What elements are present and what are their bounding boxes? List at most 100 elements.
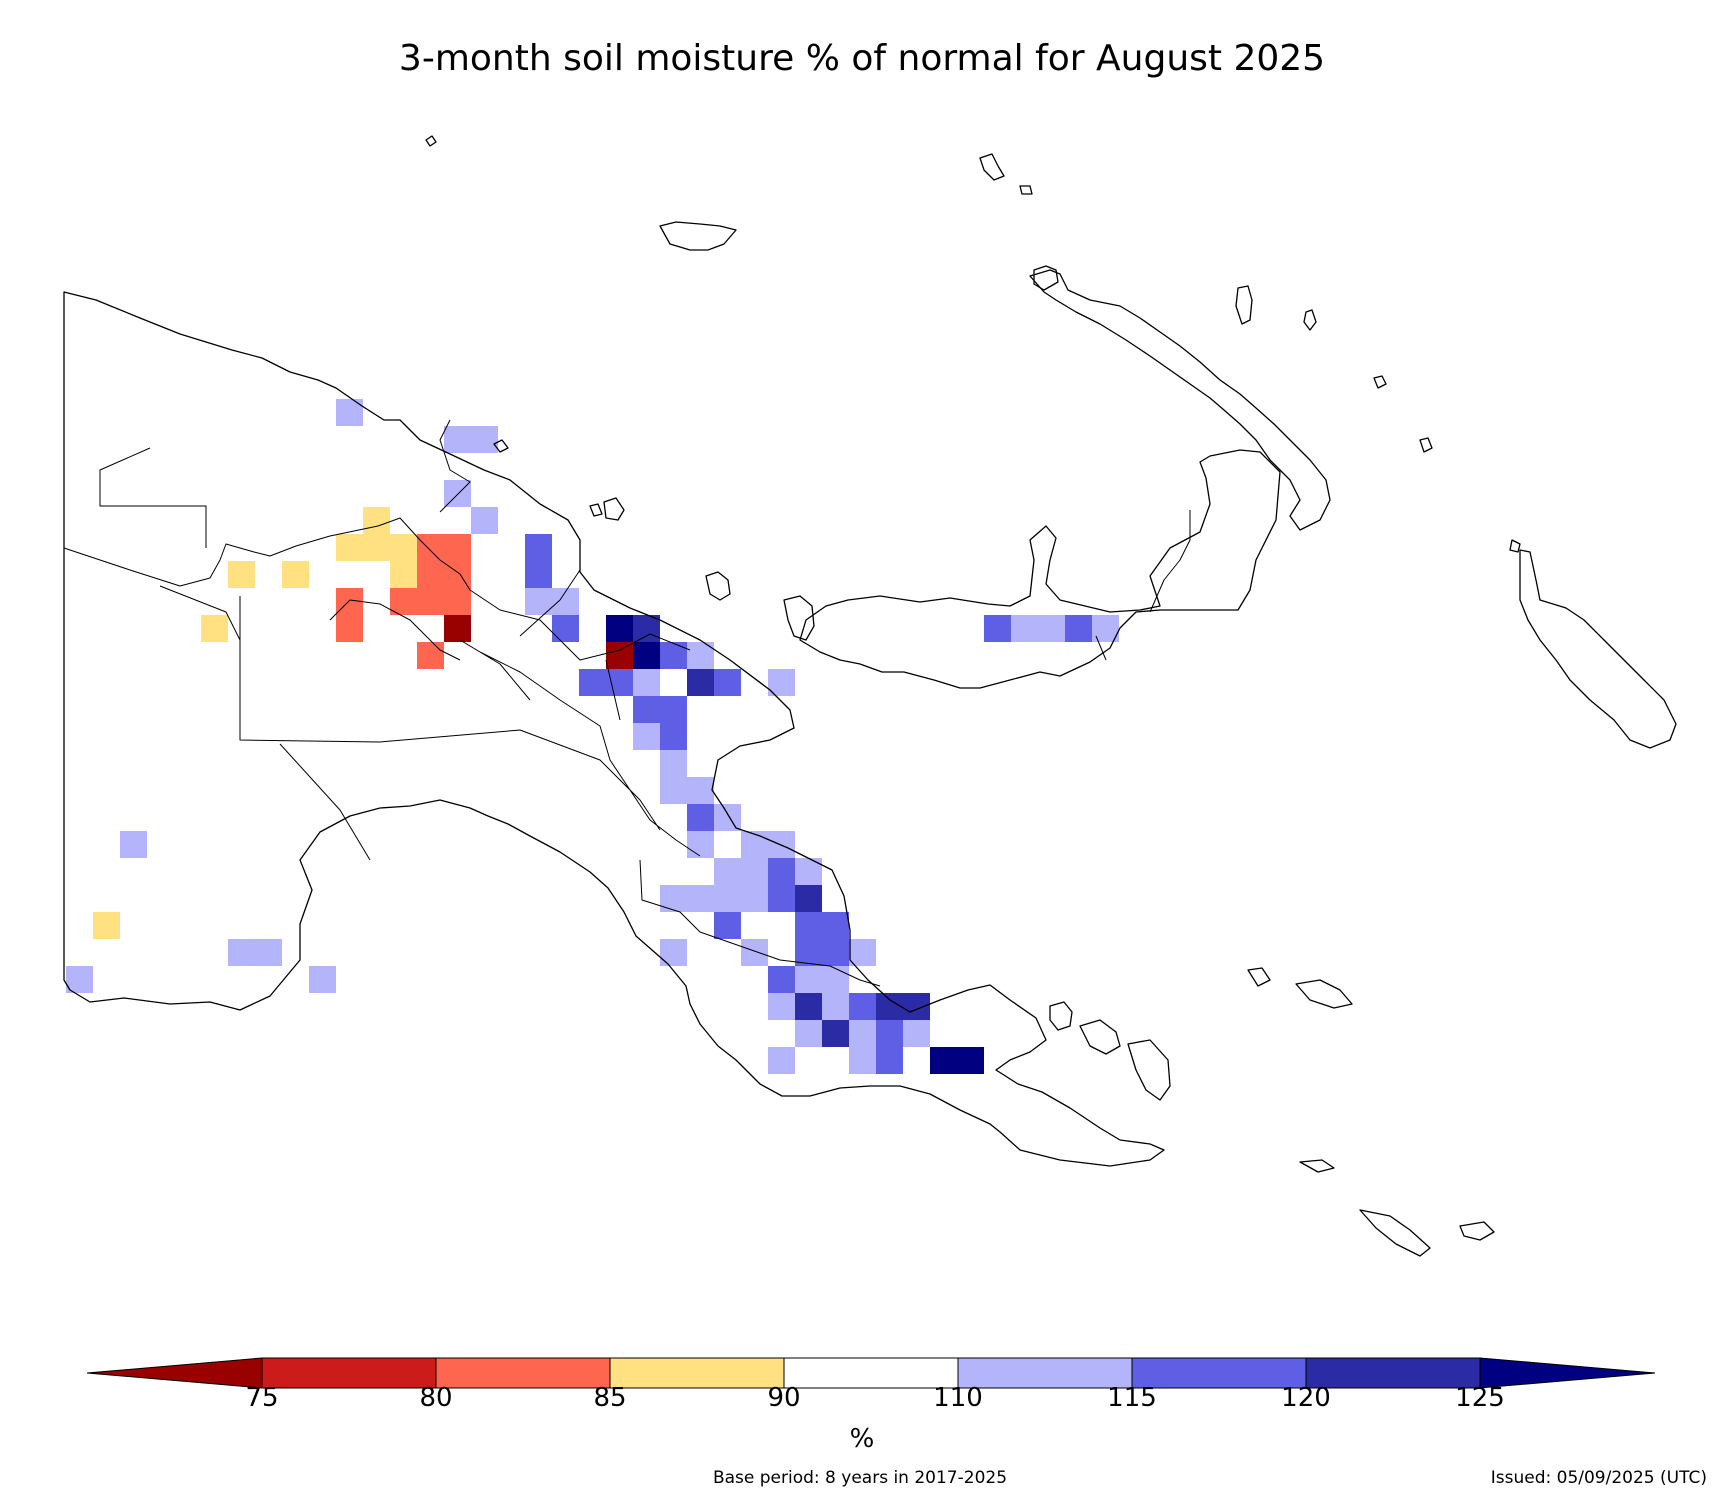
- grid-cell: [201, 615, 228, 642]
- colorbar-unit-label: %: [849, 1424, 875, 1454]
- grid-cell: [471, 426, 498, 453]
- grid-cell: [741, 831, 768, 858]
- colorbar-tick-80: 80: [419, 1383, 453, 1413]
- grid-cell: [606, 615, 633, 642]
- grid-cell: [849, 993, 876, 1020]
- grid-cell: [822, 1020, 849, 1047]
- grid-cell: [714, 858, 741, 885]
- grid-cell: [1065, 615, 1092, 642]
- grid-cell: [876, 993, 903, 1020]
- grid-cell: [930, 1047, 957, 1074]
- grid-cell: [417, 588, 444, 615]
- grid-cell: [336, 399, 363, 426]
- grid-cell: [1038, 615, 1065, 642]
- new-britain-outline: [799, 449, 1281, 689]
- grid-cell: [714, 804, 741, 831]
- grid-cell: [741, 885, 768, 912]
- grid-cell: [660, 696, 687, 723]
- grid-cell: [660, 723, 687, 750]
- colorbar: [86, 1357, 1656, 1389]
- colorbar-bins: [261, 1357, 1481, 1389]
- grid-cell: [849, 1047, 876, 1074]
- colorbar-extend-high: [1479, 1357, 1656, 1389]
- rossel-outline: [1459, 1221, 1495, 1241]
- mainland-outline: [63, 291, 1165, 1167]
- grid-cell: [579, 669, 606, 696]
- grid-cell: [633, 696, 660, 723]
- colorbar-bin: [435, 1357, 611, 1389]
- grid-cell: [444, 480, 471, 507]
- grid-cell: [687, 669, 714, 696]
- grid-cell: [363, 534, 390, 561]
- grid-cell: [903, 1020, 930, 1047]
- grid-cell: [687, 777, 714, 804]
- grid-cell: [66, 966, 93, 993]
- grid-cell: [633, 615, 660, 642]
- sudest-outline: [1359, 1209, 1431, 1257]
- grid-cell: [795, 858, 822, 885]
- emirau-outline: [1019, 185, 1033, 195]
- grid-cell: [633, 669, 660, 696]
- grid-cell: [768, 966, 795, 993]
- new-britain-boundary: [1095, 510, 1191, 661]
- karkar-outline: [603, 497, 625, 521]
- grid-cell: [444, 615, 471, 642]
- grid-cell: [525, 561, 552, 588]
- grid-cell: [768, 858, 795, 885]
- colorbar-bin: [1305, 1357, 1481, 1389]
- mussau-outline: [979, 153, 1005, 181]
- grid-cell: [795, 939, 822, 966]
- grid-cell: [633, 723, 660, 750]
- new-hanover-outline: [1033, 265, 1059, 291]
- grid-cell: [795, 993, 822, 1020]
- grid-cell: [768, 831, 795, 858]
- lihir-outline: [1235, 285, 1253, 325]
- grid-cell: [417, 561, 444, 588]
- long-island-outline: [705, 571, 731, 601]
- grid-cell: [714, 912, 741, 939]
- grid-cell: [552, 615, 579, 642]
- grid-cell: [606, 669, 633, 696]
- grid-cell: [417, 534, 444, 561]
- grid-cell: [309, 966, 336, 993]
- woodlark-outline: [1295, 979, 1353, 1009]
- bougainville-outline: [1519, 549, 1677, 749]
- province-boundaries: [63, 419, 881, 987]
- grid-cell: [120, 831, 147, 858]
- grid-cell: [660, 777, 687, 804]
- colorbar-tick-90: 90: [767, 1383, 801, 1413]
- colorbar-tick-125: 125: [1455, 1383, 1505, 1413]
- grid-cell: [768, 885, 795, 912]
- grid-cell: [444, 534, 471, 561]
- map-title: 3-month soil moisture % of normal for Au…: [398, 38, 1326, 79]
- umboi-outline: [783, 595, 815, 641]
- buka-outline: [1509, 539, 1521, 553]
- grid-cell: [714, 669, 741, 696]
- grid-cell: [768, 993, 795, 1020]
- grid-cell: [822, 912, 849, 939]
- grid-cell: [606, 642, 633, 669]
- grid-cell: [768, 669, 795, 696]
- grid-cell: [795, 966, 822, 993]
- grid-cell: [795, 885, 822, 912]
- grid-cell: [390, 561, 417, 588]
- wuvulu-outline: [425, 135, 437, 147]
- grid-cell: [660, 885, 687, 912]
- grid-cell: [687, 804, 714, 831]
- issued-date: Issued: 05/09/2025 (UTC): [1490, 1468, 1707, 1488]
- grid-cell: [849, 1020, 876, 1047]
- grid-cell: [660, 642, 687, 669]
- dentrecasteaux-outline: [1049, 1001, 1171, 1101]
- grid-cell: [984, 615, 1011, 642]
- trobriand-outline: [1247, 967, 1271, 987]
- grid-cell: [687, 831, 714, 858]
- grid-cell: [444, 426, 471, 453]
- grid-cell: [390, 534, 417, 561]
- grid-cell: [525, 588, 552, 615]
- grid-cell: [876, 1020, 903, 1047]
- grid-cell: [363, 507, 390, 534]
- base-period-note: Base period: 8 years in 2017-2025: [712, 1468, 1008, 1488]
- new-ireland-outline: [1029, 269, 1331, 531]
- misima-outline: [1299, 1159, 1335, 1173]
